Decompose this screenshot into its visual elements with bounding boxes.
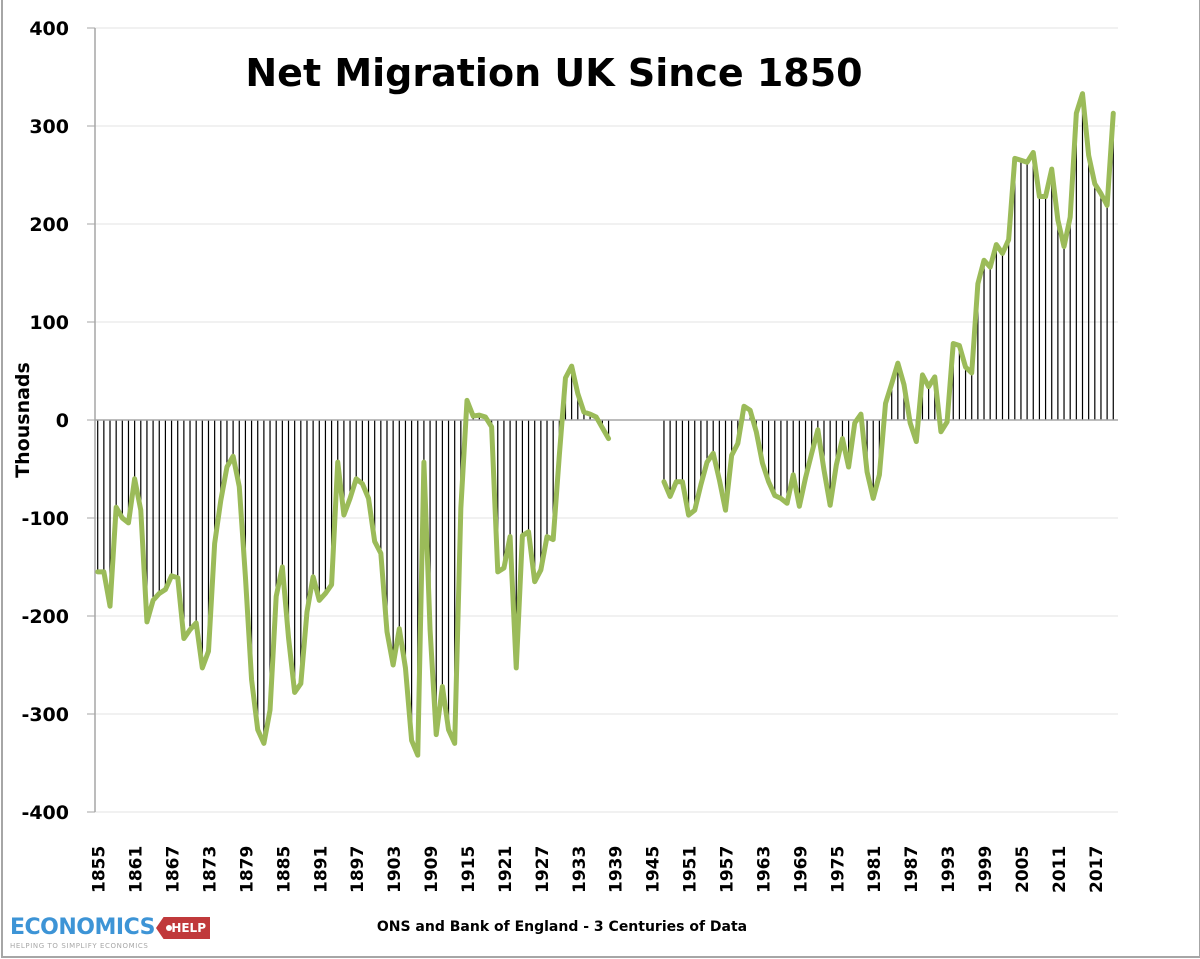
y-axis-ticks: 400 300 200 100 0 -100 -200 -300 -400 [21,18,95,824]
y-tick-label: 100 [29,312,69,334]
y-tick-label: 300 [29,116,69,138]
economics-help-logo: ECONOMICS HELP HELPING TO SIMPLIFY ECONO… [8,915,213,955]
x-tick-label: 1957 [718,846,738,893]
x-tick-label: 1915 [459,846,479,893]
chart-title: Net Migration UK Since 1850 [245,51,862,95]
x-tick-label: 1927 [533,846,553,893]
x-tick-label: 2017 [1087,846,1107,893]
y-tick-label: 0 [56,410,69,432]
y-tick-label: -100 [21,508,69,530]
x-axis-ticks: 1855 1861 1867 1873 1879 1885 1891 1897 1903 1909… [90,846,1107,893]
series-lines [95,91,1116,758]
y-axis-label: Thousnads [12,362,34,478]
x-tick-label: 1873 [200,846,220,893]
x-tick-label: 1963 [754,846,774,893]
x-tick-label: 1993 [939,846,959,893]
y-tick-label: -400 [21,802,69,824]
logo-tagline: HELPING TO SIMPLIFY ECONOMICS [10,942,149,950]
gridlines [95,27,1118,813]
y-tick-label: -200 [21,606,69,628]
source-note: ONS and Bank of England - 3 Centuries of… [377,919,747,935]
x-tick-label: 1951 [681,846,701,893]
x-tick-label: 2005 [1013,846,1033,893]
x-tick-label: 1903 [385,846,405,893]
x-tick-label: 1933 [570,846,590,893]
x-tick-label: 1945 [644,846,664,893]
x-tick-label: 2011 [1050,846,1070,893]
x-tick-label: 1867 [164,846,184,893]
series-line-segment-2 [661,91,1116,518]
y-tick-label: 200 [29,214,69,236]
x-tick-label: 1921 [496,846,516,893]
x-tick-label: 1939 [607,846,627,893]
y-tick-label: -300 [21,704,69,726]
x-tick-label: 1975 [828,846,848,893]
x-tick-label: 1861 [127,846,147,893]
x-tick-label: 1909 [422,846,442,893]
x-tick-label: 1855 [90,846,110,893]
x-tick-label: 1897 [348,846,368,893]
logo-tag-hole-icon [166,925,172,931]
x-tick-label: 1885 [274,846,294,893]
logo-tag: HELP [156,917,210,939]
logo-tag-text: HELP [171,921,206,935]
logo-word: ECONOMICS [10,915,155,940]
x-tick-label: 1999 [976,846,996,893]
x-tick-label: 1969 [791,846,811,893]
x-tick-label: 1987 [902,846,922,893]
y-tick-label: 400 [29,18,69,40]
x-tick-label: 1879 [237,846,257,893]
x-tick-label: 1981 [865,846,885,893]
x-tick-label: 1891 [311,846,331,893]
series-line-segment-1 [95,363,612,758]
